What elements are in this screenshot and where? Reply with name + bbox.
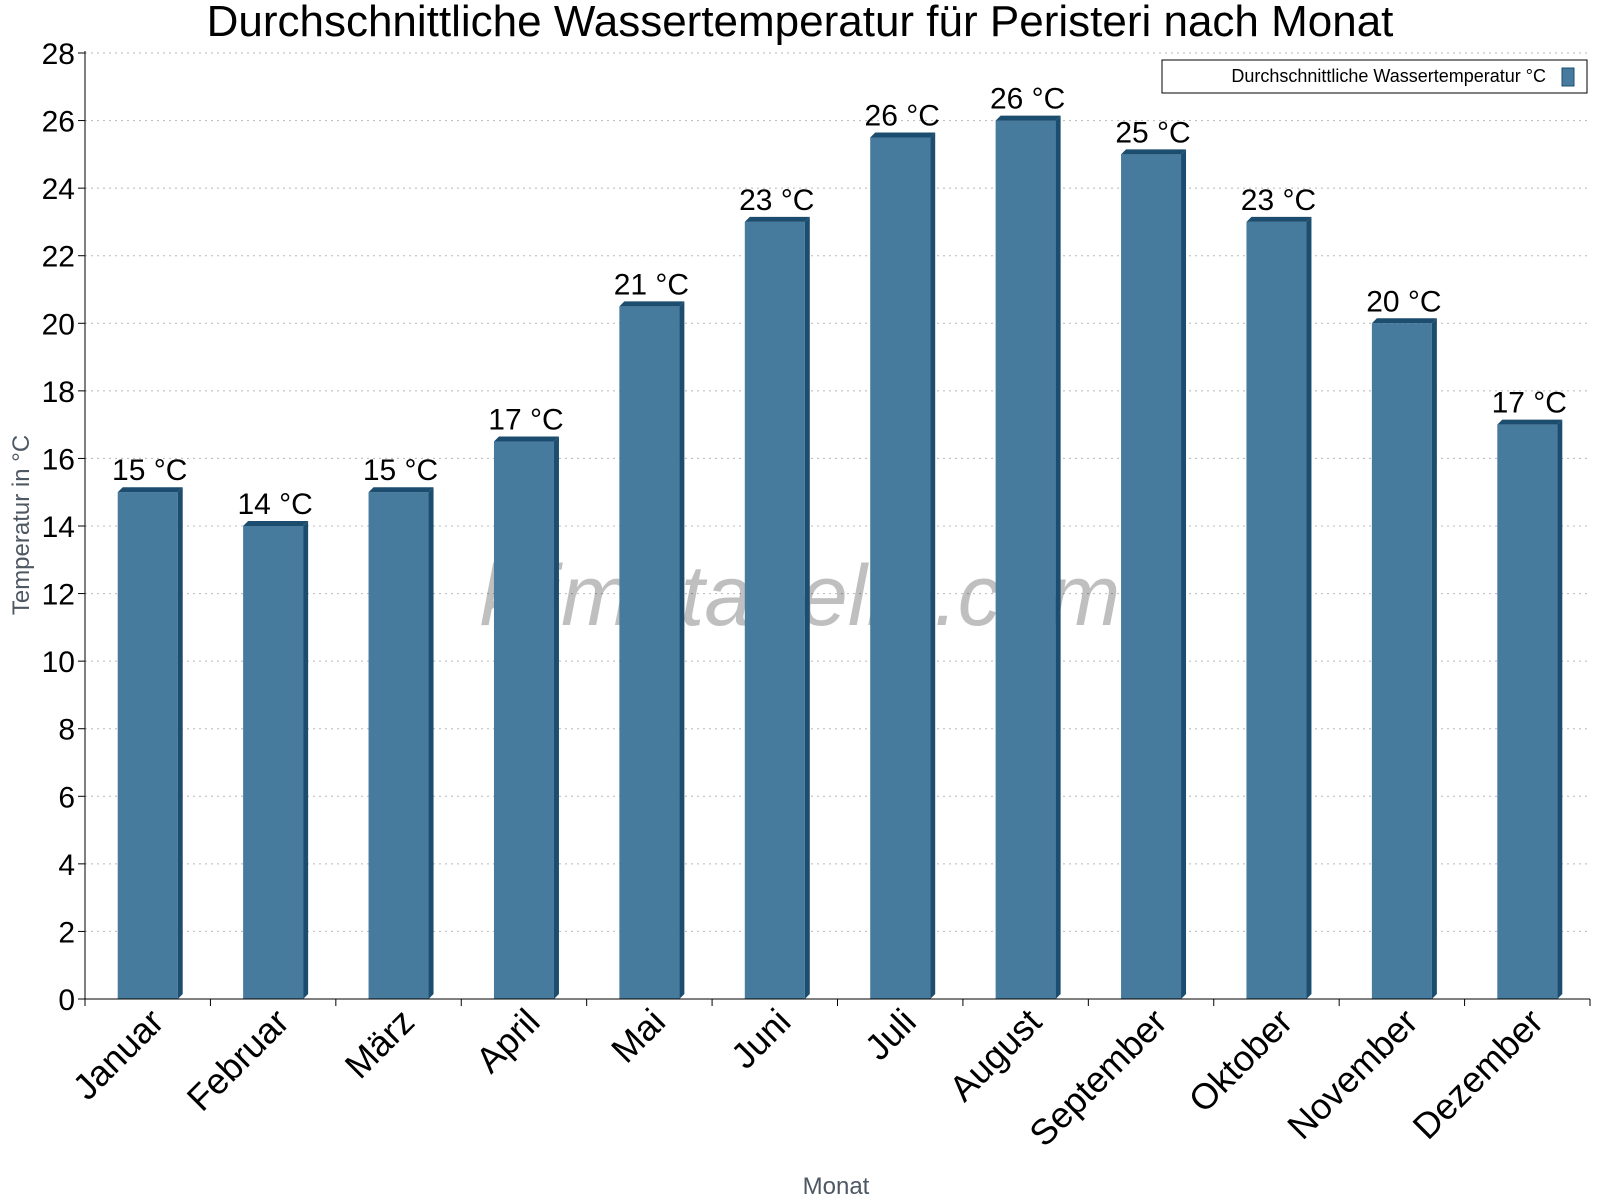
bar-top bbox=[619, 301, 685, 307]
x-tick-labels: Januar Februar März April Mai Juni Juli AugustS… bbox=[65, 1001, 1551, 1155]
bar bbox=[1246, 221, 1307, 999]
y-tick-label: 26 bbox=[42, 106, 75, 139]
bar-side bbox=[1557, 419, 1563, 1000]
bars bbox=[117, 115, 1563, 1000]
legend-label: Durchschnittliche Wassertemperatur °C bbox=[1231, 66, 1546, 86]
value-label: 26 °C bbox=[990, 83, 1065, 116]
bar-top bbox=[1497, 419, 1563, 425]
value-label: 20 °C bbox=[1366, 285, 1441, 318]
value-label: 23 °C bbox=[739, 184, 814, 217]
bar-top bbox=[1246, 216, 1312, 222]
bar bbox=[619, 306, 680, 1000]
y-tick-label: 0 bbox=[58, 984, 75, 1017]
value-label: 25 °C bbox=[1115, 116, 1190, 149]
y-tick-label: 24 bbox=[42, 173, 75, 206]
legend-box bbox=[1161, 59, 1588, 94]
y-tick-label: 10 bbox=[42, 646, 75, 679]
value-label: 17 °C bbox=[1492, 387, 1567, 420]
bar bbox=[995, 120, 1056, 1000]
y-tick-label: 20 bbox=[42, 308, 75, 341]
value-label: 17 °C bbox=[488, 404, 563, 437]
y-tick-label: 8 bbox=[58, 714, 75, 747]
bar-side bbox=[679, 301, 685, 1000]
y-tick-label: 14 bbox=[42, 511, 75, 544]
bar bbox=[1371, 323, 1432, 999]
bar bbox=[493, 441, 554, 999]
bar-top bbox=[1371, 318, 1437, 324]
y-axis-label: Temperatur in °C bbox=[8, 435, 35, 615]
y-tick-label: 2 bbox=[58, 916, 75, 949]
bar-top bbox=[744, 216, 810, 222]
x-tick-label: Mai bbox=[603, 1001, 673, 1071]
chart-title: Durchschnittliche Wassertemperatur für P… bbox=[207, 0, 1394, 46]
y-tick-label: 4 bbox=[58, 849, 75, 882]
bar bbox=[117, 492, 178, 999]
bar bbox=[1121, 154, 1182, 999]
bar-side bbox=[303, 521, 309, 999]
value-label: 26 °C bbox=[865, 99, 940, 132]
gridlines bbox=[85, 52, 1590, 932]
x-tick-label: Dezember bbox=[1405, 1001, 1551, 1147]
bar-top bbox=[493, 436, 559, 442]
value-label: 15 °C bbox=[112, 454, 187, 487]
bar-top bbox=[368, 487, 434, 493]
x-tick-label: Januar bbox=[65, 1001, 172, 1108]
y-tick-label: 12 bbox=[42, 579, 75, 612]
x-tick-label: Juli bbox=[857, 1001, 924, 1068]
bar-side bbox=[428, 487, 434, 999]
value-label: 15 °C bbox=[363, 454, 438, 487]
x-axis-label: Monat bbox=[803, 1173, 870, 1200]
value-label: 14 °C bbox=[237, 488, 312, 521]
bar-side bbox=[1431, 318, 1437, 999]
x-tick-label: Juni bbox=[723, 1001, 799, 1077]
y-tick-label: 16 bbox=[42, 443, 75, 476]
y-tick-label: 22 bbox=[42, 241, 75, 274]
x-tick-label: Februar bbox=[179, 1001, 297, 1119]
bar-side bbox=[1181, 149, 1187, 999]
value-label: 23 °C bbox=[1241, 184, 1316, 217]
bar-side bbox=[177, 487, 183, 999]
x-tick-label: Oktober bbox=[1181, 1001, 1301, 1121]
x-tick-label: September bbox=[1021, 1001, 1175, 1155]
bar-top bbox=[1121, 149, 1187, 155]
bar bbox=[368, 492, 429, 999]
legend: Durchschnittliche Wassertemperatur °C bbox=[1161, 59, 1588, 94]
y-tick-label: 28 bbox=[42, 38, 75, 71]
value-label: 21 °C bbox=[614, 268, 689, 301]
legend-swatch bbox=[1561, 67, 1575, 87]
bar bbox=[870, 137, 931, 999]
bar-top bbox=[243, 521, 309, 526]
bar-side bbox=[1306, 216, 1312, 999]
bar bbox=[744, 221, 805, 999]
bar bbox=[1497, 424, 1558, 1000]
bar-top bbox=[117, 487, 183, 493]
y-tick-label: 6 bbox=[58, 781, 75, 814]
x-tick-label: November bbox=[1279, 1001, 1425, 1147]
x-tick-label: April bbox=[468, 1001, 548, 1081]
bar bbox=[243, 526, 304, 999]
value-labels: 15 °C 14 °C 15 °C 17 °C 21 °C 23 °C 26 °C 26 °C… bbox=[112, 83, 1567, 521]
bar-top bbox=[870, 132, 936, 138]
x-tick-label: März bbox=[337, 1001, 423, 1087]
bar-side bbox=[804, 216, 810, 999]
x-tick-label: August bbox=[941, 1001, 1049, 1109]
y-tick-label: 18 bbox=[42, 376, 75, 409]
bar-side bbox=[930, 132, 936, 999]
bar-top bbox=[995, 115, 1061, 121]
bar-side bbox=[1055, 115, 1061, 1000]
axes bbox=[78, 51, 1591, 1006]
bar-side bbox=[553, 436, 559, 999]
